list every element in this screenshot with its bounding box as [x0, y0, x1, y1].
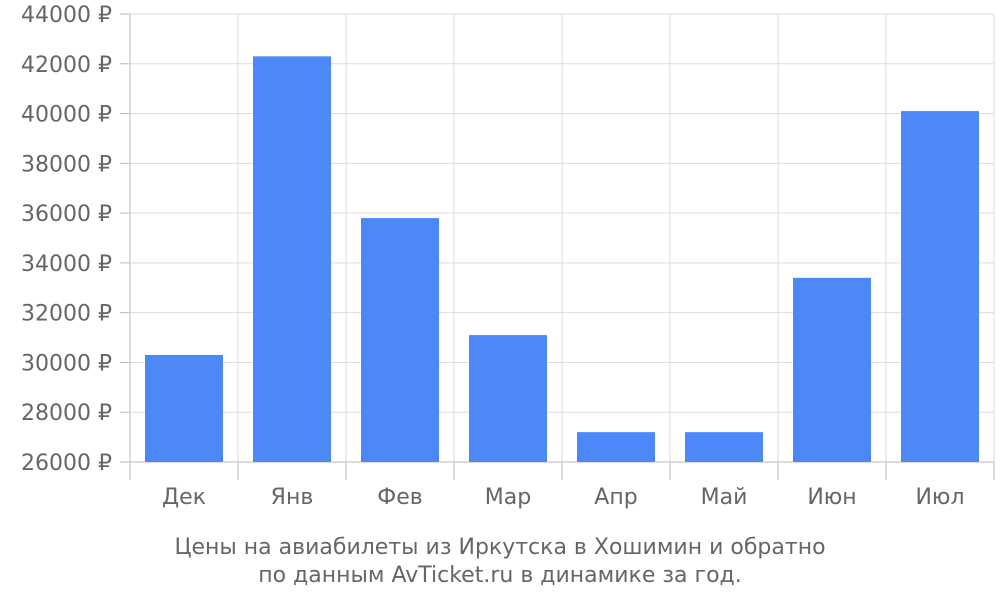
bar: [793, 277, 871, 462]
y-tick-label: 36000 ₽: [21, 202, 112, 227]
y-tick-labels: 26000 ₽ 28000 ₽ 30000 ₽ 32000 ₽ 34000 ₽ 36000…: [21, 3, 112, 476]
x-tick-label: Фев: [377, 485, 422, 510]
x-tick-label: Янв: [271, 485, 314, 510]
x-tick-label: Дек: [162, 485, 206, 510]
bar: [901, 111, 979, 463]
bar: [253, 56, 331, 463]
y-tick-label: 38000 ₽: [21, 152, 112, 177]
y-tick-label: 28000 ₽: [21, 401, 112, 426]
y-tick-label: 42000 ₽: [21, 53, 112, 78]
y-tick-label: 32000 ₽: [21, 302, 112, 327]
x-tick-label: Июн: [807, 485, 856, 510]
bar: [685, 432, 763, 462]
y-tick-label: 44000 ₽: [21, 3, 112, 28]
x-tick-label: Мар: [485, 485, 531, 510]
x-tick-label: Июл: [915, 485, 964, 510]
x-tick-labels: Дек Янв Фев Мар Апр Май Июн Июл: [162, 485, 965, 510]
bar: [469, 335, 547, 462]
x-tick-label: Апр: [594, 485, 637, 510]
bar: [577, 432, 655, 462]
chart-caption-line-1: Цены на авиабилеты из Иркутска в Хошимин…: [174, 535, 826, 560]
bar: [361, 218, 439, 462]
bar: [145, 354, 223, 462]
bars: [145, 56, 979, 463]
y-tick-label: 40000 ₽: [21, 103, 112, 128]
y-tick-label: 26000 ₽: [21, 451, 112, 476]
chart-caption-line-2: по данным AvTicket.ru в динамике за год.: [258, 563, 742, 588]
x-tick-label: Май: [701, 485, 748, 510]
y-tick-label: 30000 ₽: [21, 351, 112, 376]
y-tick-label: 34000 ₽: [21, 252, 112, 277]
